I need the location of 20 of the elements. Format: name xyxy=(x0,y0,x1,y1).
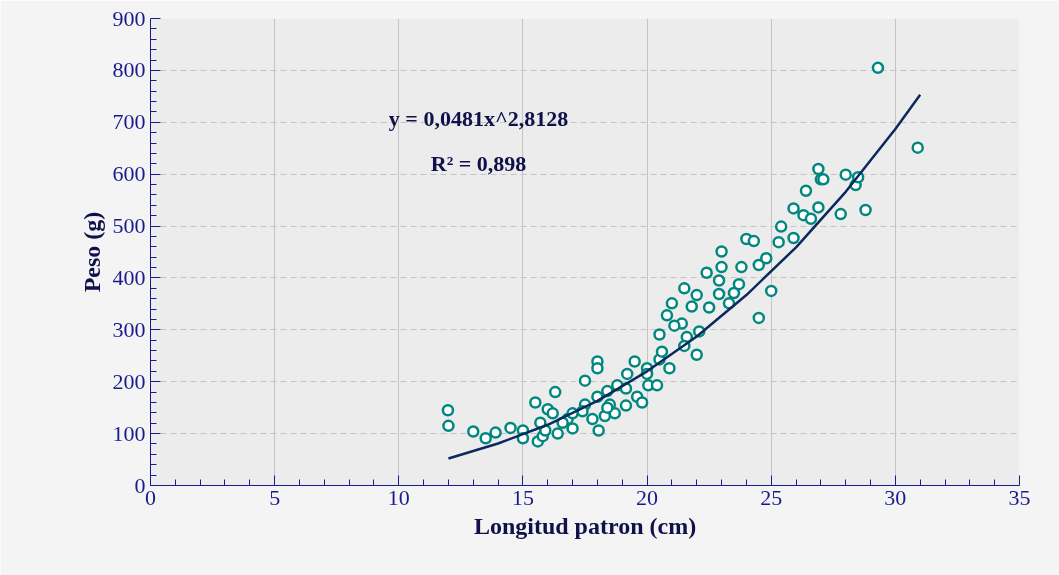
annotation: R² = 0,898 xyxy=(430,151,527,176)
x-axis-title: Longitud patron (cm) xyxy=(473,512,697,539)
x-tick-label: 10 xyxy=(387,484,410,510)
y-tick-label: 800 xyxy=(112,57,146,83)
y-tick-label: 100 xyxy=(112,420,146,446)
y-axis-title: Peso (g) xyxy=(78,211,105,293)
x-tick-label: 35 xyxy=(1008,484,1031,510)
y-tick-label: 700 xyxy=(112,109,146,135)
y-tick-label: 300 xyxy=(112,316,146,342)
x-tick-label: 5 xyxy=(269,484,281,510)
x-tick-label: 15 xyxy=(511,484,534,510)
x-tick-label: 30 xyxy=(884,484,907,510)
x-tick-label: 20 xyxy=(636,484,659,510)
x-tick-label: 25 xyxy=(760,484,783,510)
annotation: y = 0,0481x^2,8128 xyxy=(388,106,569,131)
y-tick-label: 600 xyxy=(112,161,146,187)
y-tick-label: 200 xyxy=(112,368,146,394)
y-tick-label: 400 xyxy=(112,264,146,290)
y-tick-label: 900 xyxy=(112,5,146,31)
y-tick-label: 500 xyxy=(112,213,146,239)
